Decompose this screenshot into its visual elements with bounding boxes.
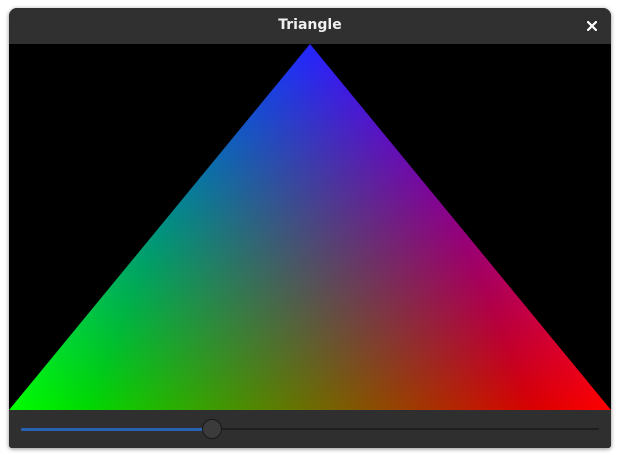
render-canvas [9, 44, 611, 410]
close-icon [587, 21, 597, 31]
close-button[interactable] [581, 15, 603, 37]
window-title: Triangle [278, 17, 342, 33]
triangle-drawing [9, 44, 611, 410]
slider-trough [21, 428, 599, 430]
value-slider[interactable] [21, 418, 599, 440]
slider-fill [21, 428, 212, 431]
control-bar [9, 410, 611, 448]
title-bar: Triangle [9, 8, 611, 44]
triangle-red-layer [9, 44, 611, 410]
app-window: Triangle [9, 8, 611, 448]
slider-knob[interactable] [202, 419, 222, 439]
